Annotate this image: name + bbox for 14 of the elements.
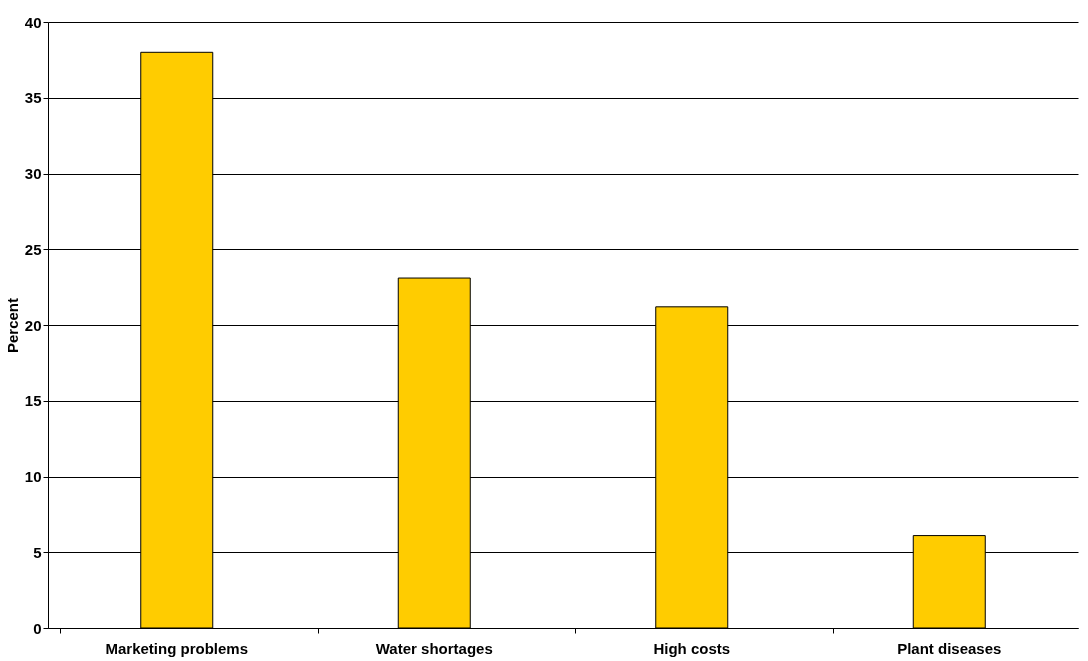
y-tick-label: 40 bbox=[24, 13, 42, 31]
y-tick-label: 25 bbox=[24, 240, 42, 258]
y-tick-label: 35 bbox=[24, 89, 42, 107]
y-axis-title: Percent bbox=[3, 297, 21, 354]
y-tick-label: 0 bbox=[33, 619, 42, 637]
x-tick-label: Marketing problems bbox=[105, 639, 249, 657]
x-tick-label: Water shortages bbox=[375, 639, 493, 657]
y-tick-label: 5 bbox=[33, 543, 42, 561]
y-tick-label: 15 bbox=[24, 392, 42, 410]
x-tick-label: Plant diseases bbox=[897, 639, 1002, 657]
x-tick-label: High costs bbox=[653, 639, 731, 657]
y-tick-label: 10 bbox=[24, 468, 42, 485]
y-tick-label: 30 bbox=[24, 165, 42, 182]
y-tick-label: 20 bbox=[24, 316, 42, 334]
